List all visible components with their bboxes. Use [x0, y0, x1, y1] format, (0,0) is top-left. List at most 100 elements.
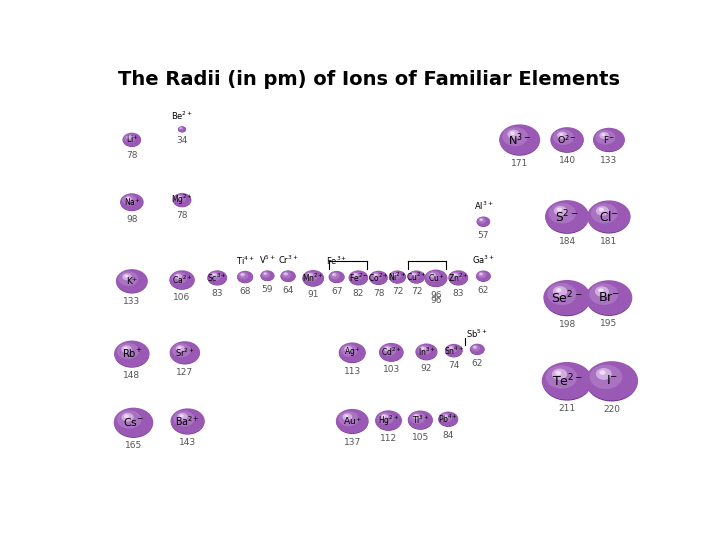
Circle shape: [596, 206, 609, 216]
Circle shape: [308, 274, 311, 275]
Text: Rb$^{+}$: Rb$^{+}$: [122, 347, 142, 360]
Circle shape: [449, 346, 454, 350]
Text: Sr$^{2+}$: Sr$^{2+}$: [175, 346, 195, 359]
Circle shape: [470, 343, 485, 355]
Text: 82: 82: [353, 289, 364, 298]
Text: Ga$^{3+}$: Ga$^{3+}$: [472, 254, 495, 266]
Circle shape: [420, 346, 426, 352]
Circle shape: [353, 273, 359, 278]
Circle shape: [550, 127, 584, 152]
Circle shape: [330, 272, 340, 279]
Text: 64: 64: [282, 286, 294, 295]
Circle shape: [599, 132, 609, 139]
Circle shape: [449, 270, 468, 285]
Circle shape: [476, 271, 490, 282]
Text: Hg$^{2+}$: Hg$^{2+}$: [378, 413, 399, 428]
Circle shape: [377, 412, 394, 424]
Circle shape: [209, 272, 221, 281]
Text: I$^{-}$: I$^{-}$: [606, 374, 618, 387]
Circle shape: [125, 414, 129, 418]
Circle shape: [212, 274, 215, 275]
Circle shape: [477, 217, 490, 227]
Circle shape: [547, 283, 577, 305]
Circle shape: [177, 413, 188, 421]
Text: Sc$^{3+}$: Sc$^{3+}$: [207, 272, 227, 284]
Circle shape: [122, 413, 133, 422]
Text: 78: 78: [176, 211, 188, 220]
Text: Cu$^{2+}$: Cu$^{2+}$: [406, 271, 427, 283]
Text: 127: 127: [176, 368, 194, 377]
Circle shape: [426, 271, 441, 282]
Circle shape: [119, 271, 138, 286]
Text: 91: 91: [307, 291, 319, 299]
Text: Cr$^{3+}$: Cr$^{3+}$: [278, 254, 298, 266]
Circle shape: [336, 409, 369, 434]
Text: 98: 98: [126, 215, 138, 224]
Circle shape: [176, 195, 182, 200]
Text: 68: 68: [239, 287, 251, 296]
Circle shape: [237, 272, 253, 284]
Circle shape: [346, 347, 349, 349]
Circle shape: [508, 130, 520, 139]
Circle shape: [410, 412, 426, 424]
Text: Sn$^{4+}$: Sn$^{4+}$: [444, 345, 464, 356]
Text: 84: 84: [443, 431, 454, 440]
Circle shape: [238, 272, 248, 279]
Circle shape: [178, 126, 186, 132]
Text: 57: 57: [477, 231, 489, 240]
Circle shape: [122, 133, 141, 147]
Circle shape: [431, 273, 433, 275]
Circle shape: [546, 366, 577, 389]
Circle shape: [180, 127, 181, 129]
Circle shape: [546, 202, 588, 234]
Circle shape: [173, 193, 192, 207]
Circle shape: [178, 346, 181, 349]
Text: Mn$^{2+}$: Mn$^{2+}$: [302, 272, 324, 284]
Circle shape: [413, 273, 415, 275]
Circle shape: [543, 364, 592, 401]
Circle shape: [114, 409, 153, 438]
Circle shape: [338, 411, 359, 426]
Text: Se$^{2-}$: Se$^{2-}$: [552, 289, 582, 306]
Text: 220: 220: [603, 404, 620, 414]
Circle shape: [553, 286, 567, 297]
Circle shape: [409, 272, 420, 280]
Circle shape: [541, 362, 593, 400]
Circle shape: [240, 273, 245, 276]
Circle shape: [446, 345, 457, 353]
Circle shape: [174, 194, 186, 203]
Text: 148: 148: [123, 371, 140, 380]
Circle shape: [503, 127, 528, 146]
Circle shape: [280, 271, 296, 282]
Circle shape: [333, 274, 335, 275]
Circle shape: [339, 343, 366, 363]
Circle shape: [450, 272, 462, 281]
Text: 62: 62: [477, 286, 489, 295]
Text: 195: 195: [600, 319, 618, 328]
Text: O$^{2-}$: O$^{2-}$: [557, 133, 577, 146]
Circle shape: [174, 410, 194, 427]
Circle shape: [114, 408, 153, 437]
Circle shape: [176, 345, 185, 352]
Text: 92: 92: [420, 364, 432, 373]
Circle shape: [264, 272, 267, 275]
Circle shape: [390, 272, 401, 280]
Circle shape: [593, 129, 624, 152]
Circle shape: [349, 271, 368, 285]
Circle shape: [332, 273, 337, 276]
Circle shape: [585, 361, 638, 401]
Text: Br$^{-}$: Br$^{-}$: [598, 291, 620, 304]
Circle shape: [554, 206, 567, 216]
Text: Pb$^{4+}$: Pb$^{4+}$: [438, 413, 458, 426]
Circle shape: [557, 208, 562, 212]
Circle shape: [302, 270, 324, 286]
Text: 143: 143: [179, 438, 197, 447]
Text: V$^{5+}$: V$^{5+}$: [259, 254, 276, 266]
Circle shape: [120, 193, 143, 211]
Circle shape: [241, 274, 243, 275]
Circle shape: [123, 133, 141, 147]
Circle shape: [341, 345, 358, 357]
Circle shape: [442, 414, 449, 418]
Circle shape: [170, 341, 200, 364]
Text: 112: 112: [380, 435, 397, 443]
